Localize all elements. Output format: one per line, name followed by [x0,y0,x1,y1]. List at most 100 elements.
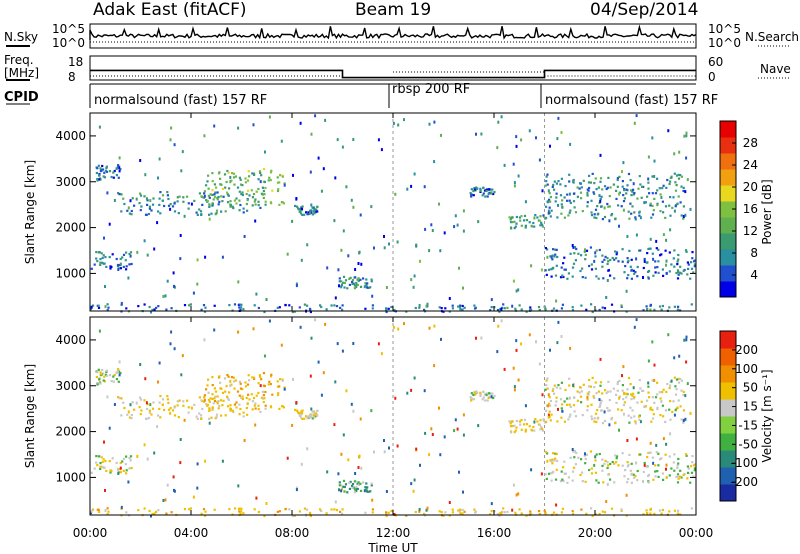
power-cell [530,225,533,228]
power-cell [338,284,340,288]
velocity-cell [601,392,604,395]
velocity-cell [153,512,156,515]
power-cell [216,198,219,201]
power-cell [574,211,578,214]
power-cell [559,194,563,197]
power-cell [546,200,549,204]
velocity-cell [299,325,302,329]
velocity-cell [544,512,547,515]
freq-strip-frame [89,55,697,81]
power-cell [682,217,685,220]
velocity-cell [610,418,613,421]
power-cell [510,227,513,230]
power-cell [324,118,327,122]
power-cell [102,254,105,257]
power-cell [626,277,629,280]
power-cell [534,214,537,217]
velocity-cell [677,377,680,380]
velocity-cell [237,330,240,334]
power-cell [138,202,141,205]
velocity-cell [499,512,502,515]
power-cell [178,195,181,198]
velocity-cell [173,347,176,351]
power-cell [479,189,482,192]
power-cell [211,180,214,183]
power-cell [220,210,223,213]
velocity-cell [226,395,229,398]
velocity-cell [397,327,400,331]
power-cell [264,186,267,190]
velocity-cell [640,400,643,403]
power-cell [240,303,243,306]
velocity-cell [235,401,238,404]
velocity-cell [117,368,120,371]
power-cell [148,205,151,208]
power-cell [672,196,675,199]
velocity-cell [188,508,191,511]
power-cell [691,251,694,254]
x-tick-label: 12:00 [376,526,411,540]
velocity-cell [642,513,645,516]
cpid-segment-3: normalsound (fast) 157 RF [545,93,719,108]
power-cell [557,116,560,120]
power-cell [642,276,644,279]
power-cell [239,203,242,207]
velocity-cell [196,486,199,490]
power-cell [492,192,495,196]
velocity-cell [676,406,679,409]
velocity-cell [315,412,318,415]
velocity-cell [461,512,464,515]
velocity-cell [358,454,361,458]
velocity-cell [246,413,249,416]
velocity-cell [560,335,563,338]
power-cell [496,146,499,150]
velocity-cell [172,475,175,479]
x-tick-label: 08:00 [275,526,310,540]
power-cell [298,210,301,213]
velocity-cell [690,471,694,474]
power-cell [622,200,626,203]
power-cell [461,304,464,308]
power-cell [605,296,608,299]
velocity-cell [492,396,495,400]
velocity-cell [257,408,260,411]
power-cell [621,180,624,183]
colorbar-swatch [720,382,736,400]
power-cell [139,159,142,162]
velocity-cell [209,397,212,400]
power-cell [214,213,217,216]
velocity-cell [363,489,366,493]
velocity-cell [482,390,485,394]
power-cell [544,269,547,272]
velocity-cell [610,416,614,420]
velocity-cell [148,411,151,414]
velocity-cell [554,452,557,455]
velocity-cell [634,422,637,425]
colorbar-swatch [720,201,736,218]
velocity-cell [647,391,650,394]
velocity-cell [584,462,587,465]
power-cell [586,201,589,204]
power-cell [654,192,658,195]
power-cell [564,268,567,271]
velocity-cell [643,461,646,465]
power-cell [657,271,660,274]
velocity-cell [676,464,679,467]
power-cell [350,198,353,202]
power-cell [548,206,551,209]
power-cell [117,268,120,271]
power-cell [225,180,228,184]
power-cell [232,176,236,179]
power-cell [595,216,598,220]
power-cell [240,306,243,309]
power-cell [630,277,633,280]
power-cell [139,194,143,197]
power-cell [591,310,594,314]
power-cell [212,198,215,201]
power-cell [257,306,260,310]
velocity-cell [538,513,541,516]
colorbar-swatch [720,399,736,417]
velocity-cell [488,392,491,395]
power-cell [93,263,96,266]
